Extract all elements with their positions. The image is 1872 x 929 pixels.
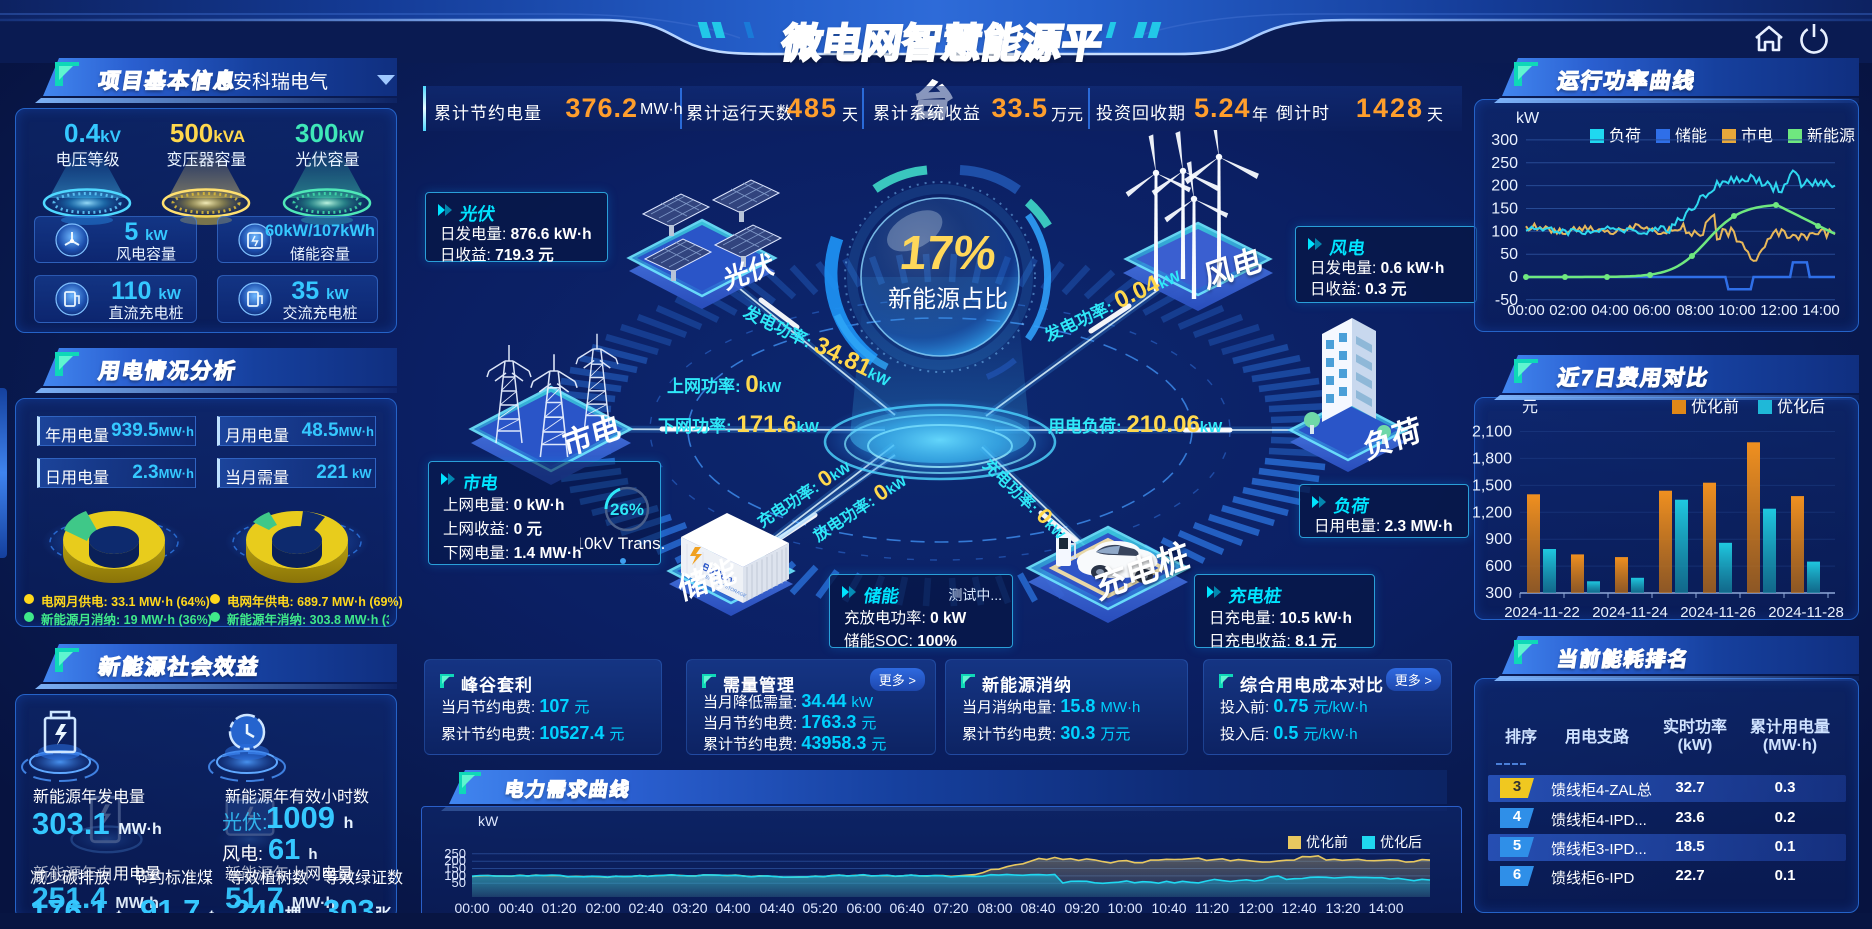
svg-text:10:00: 10:00 (1718, 302, 1756, 319)
svg-text:02:40: 02:40 (628, 900, 663, 916)
svg-text:优化前: 优化前 (1691, 398, 1739, 416)
svg-text:12:40: 12:40 (1281, 900, 1316, 916)
svg-text:13:20: 13:20 (1325, 900, 1360, 916)
svg-text:优化后: 优化后 (1777, 398, 1825, 416)
svg-text:2024-11-24: 2024-11-24 (1592, 604, 1668, 621)
svg-text:kW: kW (478, 813, 499, 829)
svg-text:100: 100 (1491, 223, 1518, 240)
svg-text:12:00: 12:00 (1238, 900, 1273, 916)
svg-text:150: 150 (444, 861, 466, 876)
svg-text:04:40: 04:40 (759, 900, 794, 916)
svg-text:元: 元 (1522, 399, 1538, 416)
svg-text:储能: 储能 (1675, 127, 1707, 145)
svg-text:50: 50 (1500, 246, 1518, 263)
svg-text:10kV Trans.: 10kV Trans. (580, 534, 665, 553)
svg-text:06:00: 06:00 (1633, 302, 1671, 319)
svg-text:kW: kW (1516, 110, 1540, 127)
svg-text:10:00: 10:00 (1107, 900, 1142, 916)
svg-text:08:40: 08:40 (1020, 900, 1055, 916)
svg-text:负荷: 负荷 (1609, 127, 1641, 145)
svg-text:00:00: 00:00 (1507, 302, 1545, 319)
svg-text:26%: 26% (610, 500, 644, 519)
svg-text:用电负荷: 210.06kW: 用电负荷: 210.06kW (1048, 411, 1223, 438)
svg-text:-50: -50 (1495, 292, 1518, 309)
svg-text:06:40: 06:40 (889, 900, 924, 916)
svg-text:07:20: 07:20 (933, 900, 968, 916)
svg-text:04:00: 04:00 (1591, 302, 1629, 319)
svg-text:300: 300 (1485, 585, 1512, 602)
svg-text:250: 250 (1491, 155, 1518, 172)
svg-text:08:00: 08:00 (977, 900, 1012, 916)
svg-text:02:00: 02:00 (585, 900, 620, 916)
svg-text:50: 50 (452, 875, 466, 890)
svg-text:00:00: 00:00 (454, 900, 489, 916)
svg-text:优化前: 优化前 (1306, 834, 1348, 850)
svg-text:12:00: 12:00 (1760, 302, 1798, 319)
svg-text:05:20: 05:20 (802, 900, 837, 916)
svg-text:250: 250 (444, 846, 466, 861)
svg-text:新能源占比: 新能源占比 (888, 286, 1008, 313)
svg-text:100: 100 (444, 868, 466, 883)
svg-text:1,500: 1,500 (1472, 477, 1512, 494)
svg-text:市电: 市电 (1741, 127, 1773, 145)
svg-text:09:20: 09:20 (1064, 900, 1099, 916)
svg-text:150: 150 (1491, 201, 1518, 218)
svg-text:上网功率: 0kW: 上网功率: 0kW (667, 371, 782, 398)
svg-text:10:40: 10:40 (1151, 900, 1186, 916)
svg-text:03:20: 03:20 (672, 900, 707, 916)
svg-text:11:20: 11:20 (1195, 900, 1229, 916)
svg-text:08:00: 08:00 (1676, 302, 1714, 319)
svg-text:下网功率: 171.6kW: 下网功率: 171.6kW (658, 411, 820, 438)
svg-text:2024-11-28: 2024-11-28 (1768, 604, 1844, 621)
svg-text:17%: 17% (897, 226, 999, 280)
svg-text:300: 300 (1491, 132, 1518, 149)
svg-text:900: 900 (1485, 531, 1512, 548)
svg-text:2024-11-22: 2024-11-22 (1504, 604, 1580, 621)
svg-text:04:00: 04:00 (715, 900, 750, 916)
svg-text:优化后: 优化后 (1380, 834, 1422, 850)
svg-text:00:40: 00:40 (498, 900, 533, 916)
svg-text:2,100: 2,100 (1472, 424, 1512, 441)
svg-text:200: 200 (444, 853, 466, 868)
svg-text:600: 600 (1485, 558, 1512, 575)
svg-text:1,800: 1,800 (1472, 450, 1512, 467)
svg-text:14:00: 14:00 (1802, 302, 1840, 319)
svg-text:200: 200 (1491, 178, 1518, 195)
svg-text:1,200: 1,200 (1472, 504, 1512, 521)
svg-text:14:00: 14:00 (1368, 900, 1403, 916)
svg-text:06:00: 06:00 (846, 900, 881, 916)
svg-text:02:00: 02:00 (1549, 302, 1587, 319)
svg-text:2024-11-26: 2024-11-26 (1680, 604, 1756, 621)
svg-text:新能源: 新能源 (1807, 127, 1855, 145)
svg-text:0: 0 (1509, 269, 1518, 286)
svg-text:01:20: 01:20 (541, 900, 576, 916)
